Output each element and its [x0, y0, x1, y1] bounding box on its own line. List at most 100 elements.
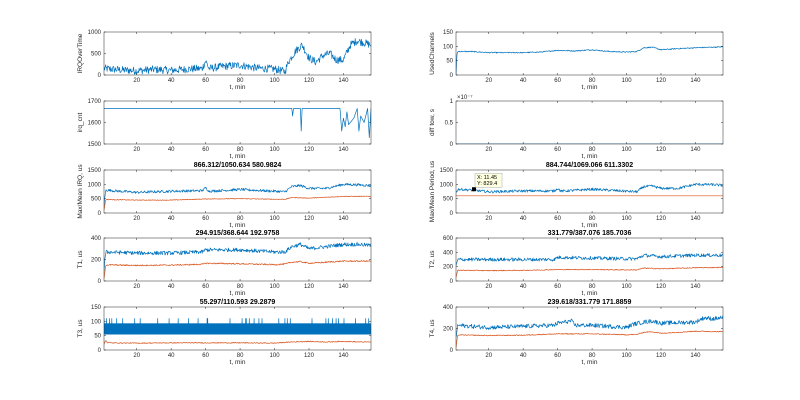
x-tick-label: 20 [133, 147, 140, 153]
y-tick-label: 0 [98, 348, 102, 354]
plot-area [104, 101, 371, 144]
chart-title: 331.779/387.076 185.7036 [548, 230, 632, 237]
x-tick-label: 100 [270, 78, 281, 84]
x-tick-label: 20 [485, 216, 492, 222]
y-tick-label: 50 [446, 59, 453, 65]
x-tick-label: 20 [133, 353, 140, 359]
chart-period-max-mean: 20 40 60 80 100 120 140 0 500 1000 1500 t, min Max/M… [429, 160, 724, 229]
x-tick-label: 80 [589, 284, 596, 290]
series-line-max [104, 318, 371, 335]
x-tick-label: 40 [520, 78, 527, 84]
series-group [104, 242, 371, 279]
x-tick-label: 100 [270, 284, 281, 290]
x-tick-label: 40 [168, 147, 175, 153]
series-group [456, 46, 723, 75]
plot-area [456, 101, 723, 144]
y-tick-label: 1000 [440, 182, 454, 188]
series-group [104, 318, 371, 345]
x-tick-label: 80 [237, 147, 244, 153]
y-axis-label: T1, us [77, 250, 84, 269]
series-group [456, 182, 723, 197]
x-tick-label: 60 [554, 284, 561, 290]
x-axis-label: t, min [230, 222, 246, 229]
x-tick-label: 100 [270, 216, 281, 222]
datatip-x: X: 11.45 [477, 175, 497, 181]
y-tick-label: 200 [443, 265, 454, 271]
x-tick-label: 20 [485, 284, 492, 290]
axes-box [103, 169, 372, 214]
y-tick-label: 0.5 [445, 121, 454, 127]
y-tick-label: 0 [450, 279, 454, 285]
x-tick-label: 140 [338, 78, 349, 84]
x-tick-label: 60 [202, 353, 209, 359]
series-group [456, 315, 723, 348]
axes-box [455, 31, 724, 76]
x-tick-label: 140 [338, 216, 349, 222]
x-tick-label: 140 [690, 353, 701, 359]
x-axis-label: t, min [582, 290, 598, 297]
x-tick-label: 120 [656, 353, 667, 359]
x-tick-label: 80 [237, 284, 244, 290]
chart-title: 294.915/368.644 192.9758 [196, 230, 280, 237]
x-tick-label: 20 [133, 78, 140, 84]
y-tick-label: 150 [443, 30, 454, 36]
x-tick-label: 60 [202, 216, 209, 222]
x-tick-label: 140 [690, 147, 701, 153]
series-group [104, 108, 371, 138]
series-line-mean [104, 260, 371, 279]
x-tick-label: 80 [589, 147, 596, 153]
series-line-max [456, 253, 723, 266]
x-tick-label: 120 [656, 216, 667, 222]
axes-box [455, 169, 724, 214]
y-tick-label: 200 [443, 327, 454, 333]
y-tick-label: 1 [450, 99, 454, 105]
x-axis-label: t, min [230, 359, 246, 366]
y-tick-label: 0 [450, 73, 454, 79]
series-line-mean [456, 330, 723, 348]
x-tick-label: 40 [168, 284, 175, 290]
y-tick-label: 500 [91, 52, 102, 58]
x-tick-label: 100 [622, 353, 633, 359]
x-axis-label: t, min [230, 290, 246, 297]
x-tick-label: 120 [304, 78, 315, 84]
x-tick-label: 100 [622, 78, 633, 84]
y-tick-label: 400 [443, 305, 454, 311]
chart-t1: 20 40 60 80 100 120 140 0 200 400 t, min T1, us 294.… [77, 230, 372, 297]
x-tick-label: 20 [485, 78, 492, 84]
chart-t4: 20 40 60 80 100 120 140 0 200 400 t, min T4, us 239.… [429, 299, 724, 366]
x-tick-label: 80 [589, 216, 596, 222]
series-line-max [104, 182, 371, 206]
x-tick-label: 40 [520, 284, 527, 290]
y-axis-label: diff tow, s [429, 108, 436, 136]
y-axis-label: Max/Mean IRQ, us [77, 164, 84, 219]
x-tick-label: 140 [690, 78, 701, 84]
y-tick-label: 400 [91, 236, 102, 242]
y-tick-label: 0 [98, 73, 102, 79]
x-tick-label: 100 [622, 216, 633, 222]
chart-t2: 20 40 60 80 100 120 140 0 200 400 600 t, min T2, us 3… [429, 230, 724, 297]
y-axis-label: IRQOverTime [77, 33, 84, 73]
x-tick-label: 80 [237, 216, 244, 222]
series-line-max [456, 315, 723, 338]
x-tick-label: 40 [520, 353, 527, 359]
y-tick-label: 400 [443, 250, 454, 256]
chart-title: 239.618/331.779 171.8859 [548, 299, 632, 306]
x-tick-label: 60 [554, 78, 561, 84]
chart-irq-cnt: 20 40 60 80 100 120 140 1500 1600 1700 t, min irq_c… [77, 99, 372, 160]
axes-box [103, 306, 372, 351]
y-tick-label: 1000 [88, 182, 102, 188]
chart-t3: 20 40 60 80 100 120 140 0 50 100 150 t, min T3, us 55… [77, 299, 372, 366]
y-tick-label: 200 [91, 258, 102, 264]
series-group [104, 182, 371, 210]
plot-area [456, 32, 723, 75]
datatip-marker[interactable] [472, 187, 477, 192]
series-group [456, 253, 723, 278]
x-tick-label: 120 [304, 216, 315, 222]
x-tick-label: 40 [520, 216, 527, 222]
series-line-irq-cnt [104, 108, 371, 138]
x-tick-label: 80 [589, 353, 596, 359]
x-tick-label: 120 [304, 284, 315, 290]
y-tick-label: 1500 [88, 142, 102, 148]
series-line-max [456, 182, 723, 194]
